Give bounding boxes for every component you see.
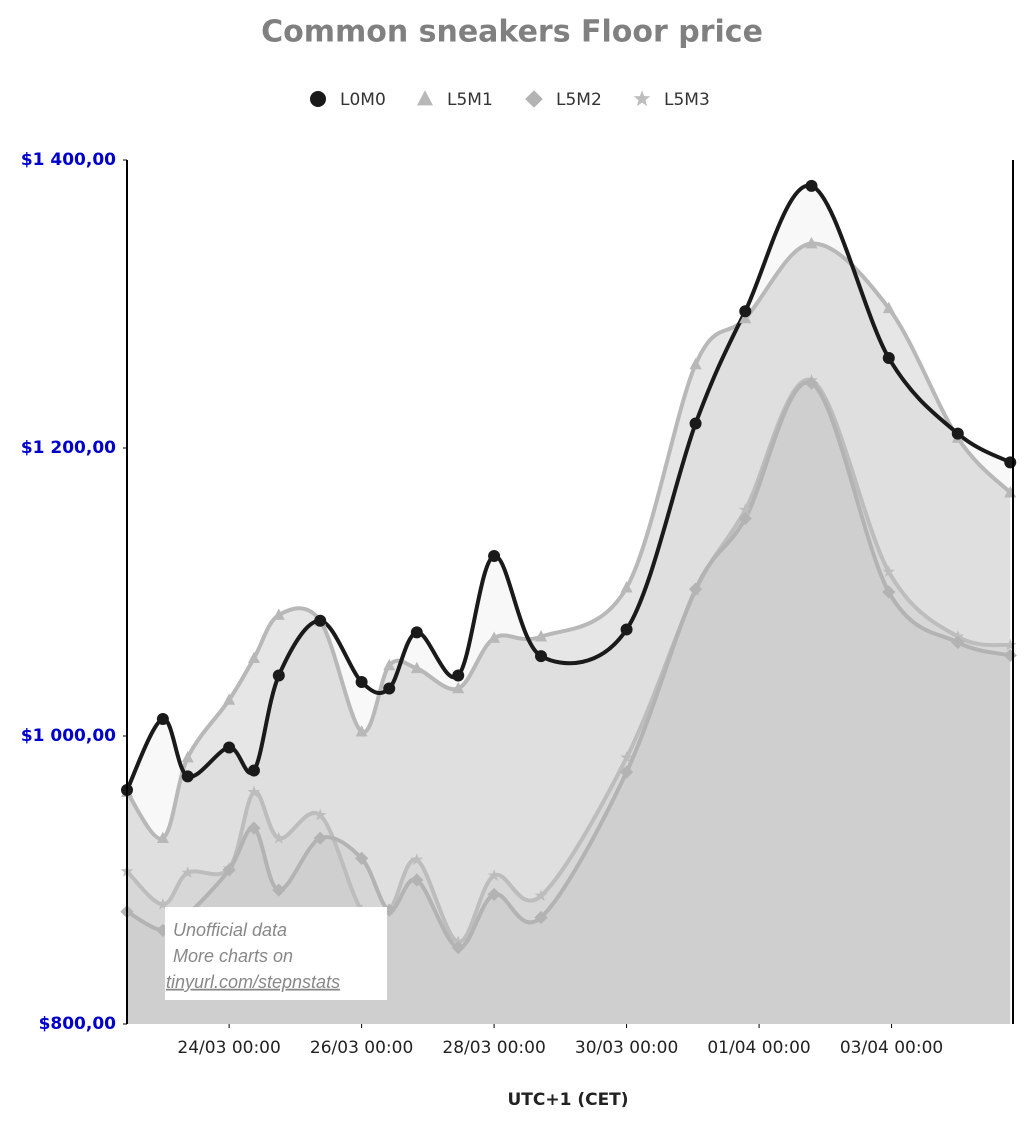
marker bbox=[272, 669, 285, 682]
marker bbox=[882, 565, 896, 578]
marker bbox=[247, 764, 260, 777]
area bbox=[127, 379, 1011, 1025]
legend-label: L0M0 bbox=[340, 90, 386, 110]
x-tick-label: 24/03 00:00 bbox=[177, 1038, 280, 1058]
marker bbox=[689, 417, 702, 430]
watermark-text: More charts on bbox=[173, 946, 293, 966]
marker bbox=[487, 887, 501, 901]
y-tick-label: $1 200,00 bbox=[21, 438, 116, 458]
marker bbox=[739, 311, 752, 324]
marker bbox=[272, 883, 286, 897]
marker bbox=[882, 352, 895, 364]
marker bbox=[181, 770, 194, 783]
legend-marker bbox=[417, 90, 433, 106]
marker bbox=[355, 725, 368, 737]
marker bbox=[620, 751, 633, 763]
marker bbox=[410, 873, 424, 887]
marker bbox=[535, 650, 548, 663]
marker bbox=[223, 693, 236, 705]
legend-label: L5M2 bbox=[556, 90, 602, 110]
marker bbox=[534, 910, 548, 925]
x-tick-label: 03/04 00:00 bbox=[840, 1038, 943, 1058]
marker bbox=[1003, 648, 1017, 662]
marker bbox=[410, 661, 423, 674]
marker bbox=[738, 503, 752, 516]
x-tick-label: 30/03 00:00 bbox=[575, 1038, 678, 1058]
legend-marker bbox=[525, 90, 543, 108]
marker bbox=[247, 785, 261, 798]
marker bbox=[410, 853, 424, 866]
marker bbox=[951, 427, 964, 440]
x-tick-label: 01/04 00:00 bbox=[707, 1038, 810, 1058]
legend-marker bbox=[633, 90, 651, 107]
legend-marker bbox=[310, 91, 326, 107]
y-tick-label: $1 400,00 bbox=[21, 150, 116, 170]
watermark-link: tinyurl.com/stepnstats bbox=[166, 972, 340, 992]
marker bbox=[805, 236, 818, 249]
marker bbox=[738, 511, 752, 526]
marker bbox=[619, 765, 634, 779]
marker bbox=[488, 550, 501, 562]
marker bbox=[688, 582, 703, 596]
marker bbox=[222, 863, 236, 877]
areas bbox=[127, 243, 1011, 1025]
marker bbox=[272, 831, 286, 844]
marker bbox=[620, 581, 633, 593]
marker bbox=[534, 889, 548, 902]
watermark-box bbox=[165, 907, 387, 1000]
marker bbox=[247, 651, 260, 664]
x-tick-label: 28/03 00:00 bbox=[442, 1038, 545, 1058]
marker bbox=[535, 630, 548, 642]
marker bbox=[181, 866, 194, 879]
y-tick-label: $800,00 bbox=[39, 1014, 117, 1034]
marker bbox=[882, 301, 895, 314]
y-tick-label: $1 000,00 bbox=[21, 726, 116, 746]
area bbox=[127, 243, 1011, 1024]
marker bbox=[1003, 638, 1017, 651]
marker bbox=[314, 614, 327, 627]
marker bbox=[313, 808, 327, 821]
marker bbox=[452, 681, 465, 694]
marker bbox=[882, 585, 896, 599]
marker bbox=[382, 903, 396, 917]
marker bbox=[383, 682, 396, 695]
marker bbox=[223, 741, 236, 754]
legend-label: L5M3 bbox=[664, 90, 710, 110]
marker bbox=[451, 941, 465, 955]
marker bbox=[488, 631, 501, 643]
marker bbox=[410, 626, 423, 639]
area bbox=[127, 382, 1011, 1024]
marker bbox=[355, 676, 368, 688]
marker bbox=[689, 357, 702, 370]
marker bbox=[951, 635, 965, 649]
marker bbox=[156, 713, 169, 726]
marker bbox=[272, 608, 285, 620]
marker bbox=[355, 851, 369, 865]
marker bbox=[739, 305, 752, 318]
marker bbox=[247, 821, 261, 835]
x-axis-label: UTC+1 (CET) bbox=[507, 1090, 628, 1110]
watermark-text: Unofficial data bbox=[173, 920, 287, 940]
x-tick-label: 26/03 00:00 bbox=[310, 1038, 413, 1058]
legend-label: L5M1 bbox=[447, 90, 493, 110]
marker bbox=[452, 669, 465, 682]
marker bbox=[156, 897, 170, 910]
marker bbox=[313, 831, 327, 845]
marker bbox=[1004, 456, 1017, 469]
marker bbox=[487, 869, 501, 882]
marker bbox=[156, 831, 169, 844]
marker bbox=[181, 751, 194, 763]
marker bbox=[804, 376, 819, 390]
marker bbox=[383, 658, 396, 671]
chart-title: Common sneakers Floor price bbox=[261, 15, 763, 50]
marker bbox=[620, 623, 633, 636]
marker bbox=[805, 179, 818, 192]
